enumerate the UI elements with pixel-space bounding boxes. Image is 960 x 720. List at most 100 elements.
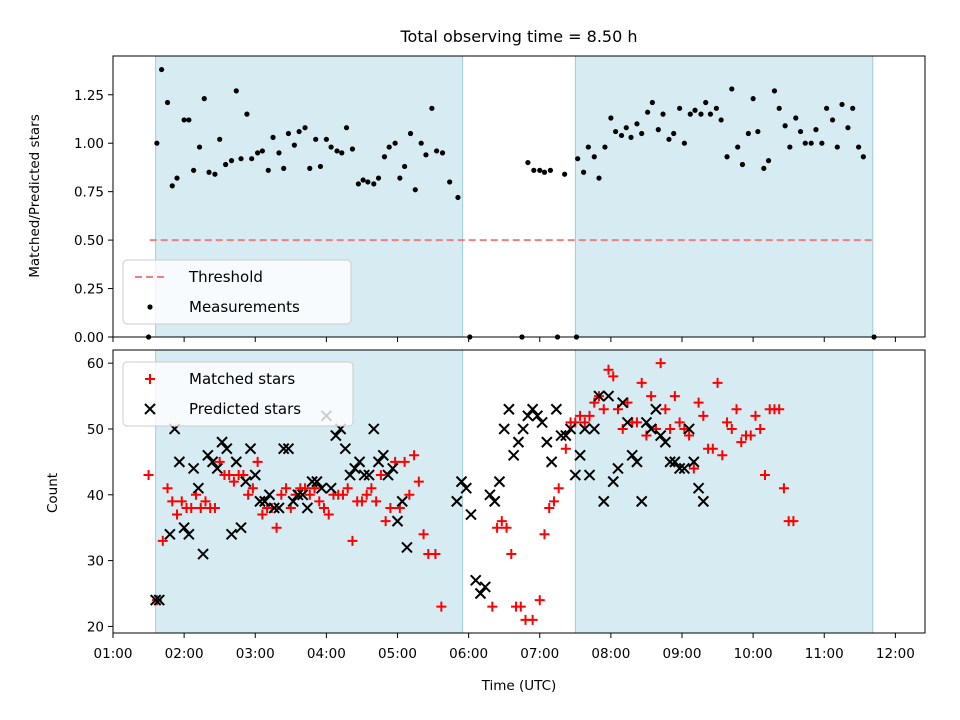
predicted-stars-point [493,475,506,488]
measurement-point [447,179,453,185]
measurement-point [455,194,461,201]
predicted-stars-point [683,423,695,435]
matched-stars-point [337,489,348,500]
predicted-stars-point [555,429,567,442]
y-tick-label: 1.00 [74,136,104,152]
predicted-stars-point [382,469,394,481]
predicted-stars-point [396,495,408,508]
predicted-stars-point [455,475,468,488]
measurement-point [381,154,388,160]
predicted-stars-point [522,410,534,422]
predicted-stars-point [230,456,242,468]
matched-stars-point [361,489,372,500]
predicted-stars-point [631,456,643,468]
measurement-point [302,125,308,131]
measurement-point [233,88,239,94]
measurement-point [313,136,319,142]
predicted-stars-point [391,515,404,527]
matched-stars-point [684,430,695,441]
matched-stars-point [176,496,187,507]
matched-stars-point [534,595,545,606]
predicted-stars-point [387,462,399,475]
measurement-point [581,169,587,175]
predicted-stars-point [149,594,162,606]
legend-predicted-swatch [144,403,156,415]
measurement-point [649,99,655,106]
measurement-point [724,154,730,160]
measurement-point [429,105,435,111]
legend-matched-swatch [145,374,155,384]
predicted-stars-point [564,423,577,435]
matched-stars-point [712,377,723,388]
legend-label: Threshold [188,268,263,286]
predicted-stars-point [330,429,342,442]
matched-stars-point [755,423,766,434]
measurement-point [206,169,212,175]
matched-stars-point [665,423,676,434]
shaded-span [574,349,874,634]
matched-stars-point [750,410,761,421]
measurement-point [328,144,334,150]
matched-stars-point [778,483,789,494]
predicted-stars-point [517,423,529,435]
measurement-point [591,154,597,160]
measurement-point [761,165,767,171]
predicted-stars-point [560,429,572,442]
predicted-stars-point [187,462,200,475]
measurement-point [169,183,175,189]
predicted-stars-point [401,541,413,554]
measurement-point [645,109,651,115]
matched-stars-point [399,456,410,467]
predicted-stars-point [465,508,477,521]
measurement-point [703,99,709,106]
predicted-stars-point [306,475,318,488]
predicted-stars-point [645,423,657,435]
x-axis-label: Time (UTC) [481,678,557,694]
predicted-stars-point [607,475,619,488]
predicted-stars-point [460,482,472,494]
matched-stars-point [539,529,550,540]
legend-box [122,259,352,325]
matched-stars-point [515,601,526,612]
measurement-point [819,140,825,146]
measurement-point [829,117,836,123]
measurement-point [813,127,819,133]
predicted-stars-point [688,456,700,468]
measurement-point [671,130,677,137]
measurement-point [623,125,629,131]
predicted-stars-point [235,521,247,534]
measurement-point [745,130,751,137]
measurement-point [692,107,698,113]
predicted-stars-point [292,489,304,501]
matched-stars-point [603,364,614,375]
predicted-stars-point [358,469,371,481]
measurement-point [349,146,356,152]
predicted-stars-point [588,423,600,435]
matched-stars-point [759,470,770,481]
measurement-point [317,163,324,170]
measurement-point [307,165,313,171]
predicted-stars-point [206,456,219,468]
measurement-point [575,156,581,162]
matched-stars-point [413,476,424,487]
matched-stars-point [527,614,538,625]
matched-stars-point [209,502,220,513]
predicted-stars-point [583,469,596,481]
predicted-stars-point [287,495,299,508]
y-tick-label: 1.25 [74,88,104,104]
matched-stars-point [247,483,258,494]
measurement-point [655,127,661,133]
measurement-point [808,140,814,146]
measurement-point [355,181,361,187]
predicted-stars-point [669,456,681,468]
matched-stars-point [726,423,737,434]
predicted-stars-point [579,423,591,435]
matched-stars-point [157,535,168,546]
matched-stars-point [200,496,211,507]
predicted-stars-point [503,403,515,415]
predicted-stars-point [377,449,389,462]
measurement-point [418,140,424,146]
matched-stars-point [646,391,657,402]
measurement-point [771,88,778,94]
matched-stars-point [380,516,391,527]
